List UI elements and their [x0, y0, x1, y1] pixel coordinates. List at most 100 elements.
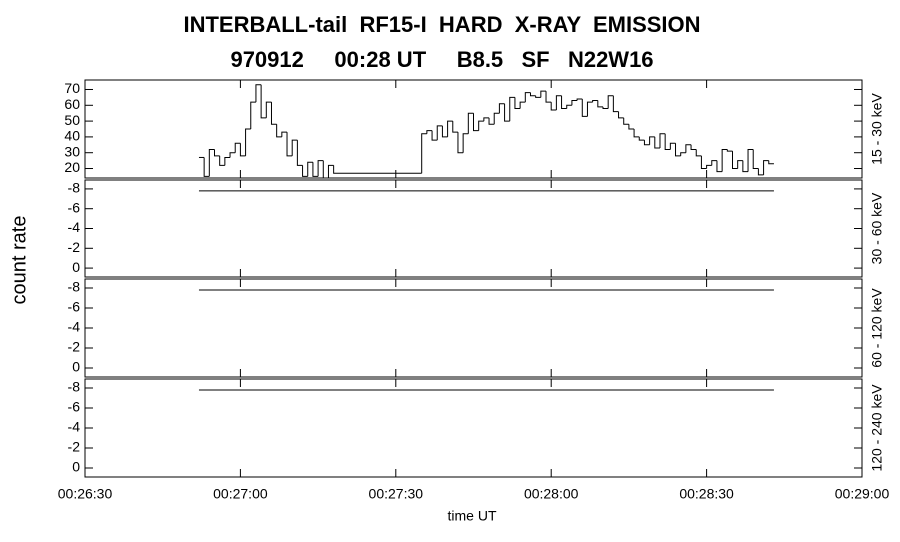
step	[535, 95, 541, 98]
y-tick-label: -2	[68, 439, 81, 455]
step	[224, 156, 231, 166]
step	[675, 143, 681, 157]
step	[529, 92, 536, 97]
y-tick-label: -4	[68, 419, 81, 435]
step	[576, 98, 583, 101]
step	[566, 104, 572, 109]
x-tick-label: 00:26:30	[58, 486, 113, 502]
step	[498, 103, 505, 114]
x-tick-label: 00:28:00	[524, 486, 579, 502]
step	[706, 164, 712, 169]
y-tick-label: 0	[72, 259, 80, 275]
step	[457, 132, 464, 154]
step	[473, 113, 479, 132]
plot-frame	[84, 378, 863, 478]
step	[436, 125, 443, 141]
y-tick-label: 30	[64, 143, 80, 159]
step	[763, 160, 769, 175]
step	[234, 142, 241, 153]
step	[711, 160, 717, 166]
step	[669, 142, 676, 150]
step	[245, 128, 251, 156]
x-axis-label: time UT	[448, 508, 497, 524]
step	[695, 149, 702, 157]
step	[586, 101, 593, 117]
step	[597, 100, 603, 108]
step	[478, 120, 484, 131]
y-tick-label: 60	[64, 96, 80, 112]
y-tick-label: 0	[72, 359, 80, 375]
step	[737, 160, 743, 169]
step	[555, 95, 562, 111]
step	[524, 92, 531, 103]
y-axis-label: count rate	[8, 216, 30, 305]
plot-frame	[84, 278, 863, 378]
step	[421, 133, 427, 174]
step	[488, 117, 495, 125]
step	[312, 162, 319, 177]
step	[540, 90, 547, 98]
step	[649, 136, 655, 145]
step	[322, 160, 329, 179]
step	[726, 149, 733, 152]
step	[504, 103, 510, 122]
step	[550, 102, 557, 111]
step	[462, 133, 469, 153]
y-tick-label: -4	[68, 319, 81, 335]
y-tick-label: -6	[68, 299, 81, 315]
y-tick-label: -4	[68, 219, 81, 235]
step	[208, 149, 215, 177]
y-tick-label: 20	[64, 159, 80, 175]
step	[633, 129, 640, 138]
step	[214, 149, 220, 157]
step	[276, 124, 282, 138]
step	[732, 151, 738, 170]
step	[483, 117, 490, 122]
plot-frame	[84, 79, 863, 179]
step	[431, 130, 438, 141]
step	[602, 106, 609, 109]
step	[307, 161, 313, 177]
channel-label: 60 - 120 keV	[869, 288, 885, 368]
step	[768, 160, 774, 165]
step	[509, 96, 515, 122]
channel-label: 30 - 60 keV	[869, 192, 885, 264]
step	[654, 136, 660, 149]
step	[265, 101, 272, 118]
step	[447, 120, 453, 137]
step	[659, 133, 666, 148]
y-tick-label: 70	[64, 80, 80, 96]
step	[612, 95, 619, 113]
step	[700, 155, 707, 170]
x-tick-label: 00:29:00	[835, 486, 890, 502]
channel-label: 120 - 240 keV	[869, 384, 885, 472]
y-tick-label: -2	[68, 339, 81, 355]
plot-frame	[84, 179, 863, 278]
step	[690, 144, 697, 151]
channel-label: 15 - 30 keV	[869, 93, 885, 165]
y-tick-label: -2	[68, 239, 81, 255]
x-tick-label: 00:27:30	[369, 486, 424, 502]
step	[607, 95, 614, 109]
step	[628, 124, 635, 130]
y-tick-label: 0	[72, 459, 80, 475]
step	[239, 143, 246, 157]
x-tick-label: 00:27:00	[213, 486, 268, 502]
y-tick-label: -6	[68, 199, 81, 215]
step	[742, 160, 749, 173]
step	[291, 139, 298, 156]
step	[452, 121, 458, 133]
step	[519, 101, 526, 109]
step	[260, 84, 267, 119]
step	[441, 125, 448, 138]
y-tick-label: -8	[68, 379, 81, 395]
step	[721, 149, 728, 172]
step	[302, 165, 308, 177]
x-tick-label: 00:28:30	[679, 486, 734, 502]
step	[250, 101, 256, 129]
step	[680, 152, 686, 156]
step	[685, 144, 692, 153]
step	[571, 100, 578, 106]
step	[327, 164, 334, 178]
